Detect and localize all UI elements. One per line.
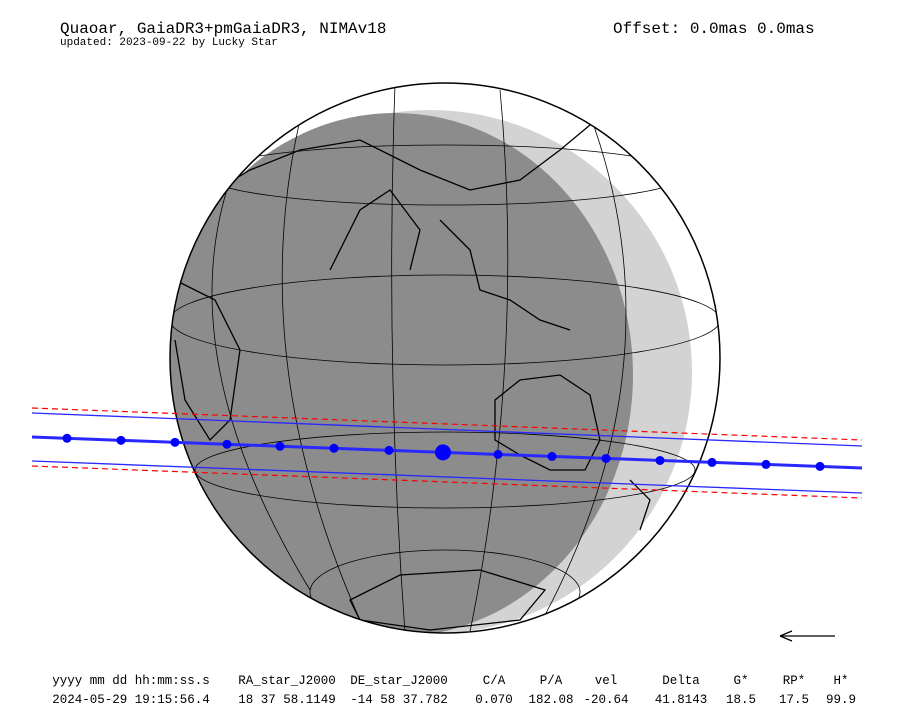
- globe-outline: [169, 82, 721, 634]
- table: yyyy mm dd hh:mm:ss.s RA_star_J2000 DE_sta…: [52, 674, 856, 707]
- direction-arrow: [779, 630, 835, 642]
- time-marker: [62, 433, 72, 443]
- column-header: RA_star_J2000: [238, 674, 336, 688]
- column-header: C/A: [483, 674, 506, 688]
- graticule: [170, 84, 720, 633]
- column-header: G*: [733, 674, 748, 688]
- cell: 17.5: [779, 693, 809, 707]
- time-marker: [116, 435, 126, 445]
- time-marker: [329, 443, 339, 453]
- cell: 99.9: [826, 693, 856, 707]
- time-marker: [275, 441, 285, 451]
- cell: 41.8143: [655, 693, 708, 707]
- time-marker: [384, 445, 394, 455]
- column-header: Delta: [662, 674, 700, 688]
- time-marker: [815, 461, 825, 471]
- time-marker: [707, 457, 717, 467]
- shadow-limit: [31, 412, 863, 447]
- column-header: DE_star_J2000: [350, 674, 448, 688]
- time-marker: [222, 439, 232, 449]
- column-header: RP*: [783, 674, 806, 688]
- shadow-limit: [31, 460, 863, 494]
- time-marker: [761, 459, 771, 469]
- error-limit: [31, 407, 863, 441]
- time-marker: [170, 437, 180, 447]
- time-marker: [601, 453, 611, 463]
- time-marker: [493, 449, 503, 459]
- night-side: [170, 113, 633, 633]
- cell: -14 58 37.782: [350, 693, 448, 707]
- cell: 18 37 58.1149: [238, 693, 336, 707]
- cell: 2024-05-29 19:15:56.4: [52, 693, 210, 707]
- updated: updated: 2023-09-22 by Lucky Star: [60, 37, 278, 49]
- cell: 0.070: [475, 693, 513, 707]
- error-limit: [31, 465, 863, 499]
- title: Quaoar, GaiaDR3+pmGaiaDR3, NIMAv18: [60, 20, 387, 38]
- time-markers: [62, 433, 825, 471]
- offset: Offset: 0.0mas 0.0mas: [613, 20, 815, 38]
- column-header: vel: [595, 674, 618, 688]
- column-header: H*: [833, 674, 848, 688]
- time-marker: [655, 455, 665, 465]
- time-marker: [547, 451, 557, 461]
- cell: 182.08: [528, 693, 573, 707]
- globe-layers: [170, 84, 720, 633]
- time-marker: [435, 444, 451, 461]
- column-header: P/A: [540, 674, 563, 688]
- column-header: yyyy mm dd hh:mm:ss.s: [52, 674, 210, 688]
- coastlines: [174, 124, 651, 631]
- cell: 18.5: [726, 693, 756, 707]
- cell: -20.64: [583, 693, 628, 707]
